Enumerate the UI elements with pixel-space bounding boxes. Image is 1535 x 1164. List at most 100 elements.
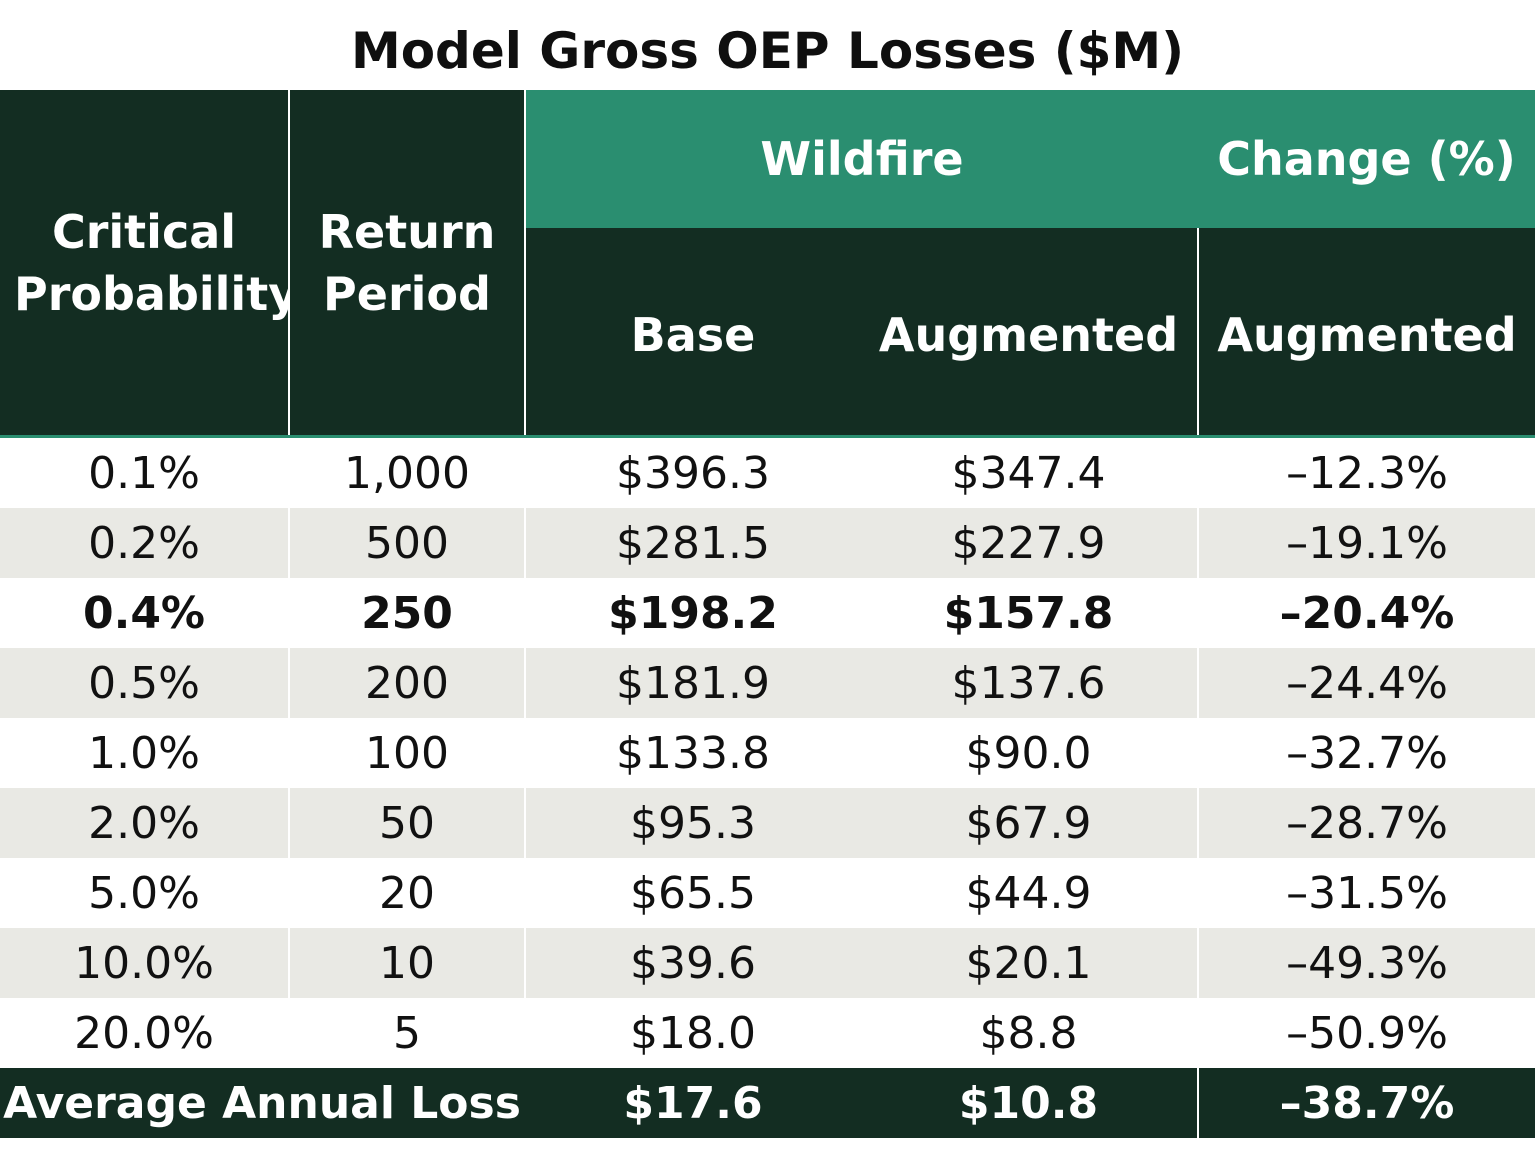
column-divider — [1197, 578, 1199, 648]
table-row — [0, 508, 1535, 578]
cell-critical-probability: 10.0% — [74, 937, 214, 989]
cell-change: –32.7% — [1286, 727, 1448, 779]
cell-return-period: 250 — [361, 587, 453, 639]
cell-augmented: $347.4 — [951, 447, 1106, 499]
cell-augmented: $67.9 — [965, 797, 1092, 849]
cell-return-period: 100 — [365, 727, 449, 779]
column-divider — [1197, 718, 1199, 788]
cell-augmented: $44.9 — [965, 867, 1092, 919]
column-divider — [524, 788, 526, 858]
cell-base: $181.9 — [616, 657, 770, 709]
cell-base: $396.3 — [616, 447, 770, 499]
footer-base: $17.6 — [623, 1077, 763, 1129]
header-return-period-label: Return Period — [318, 205, 496, 321]
cell-change: –50.9% — [1286, 1007, 1448, 1059]
column-divider — [288, 928, 290, 998]
cell-return-period: 10 — [379, 937, 435, 989]
header-sub-base-label: Base — [630, 308, 756, 362]
header-critical-probability: Critical Probability — [0, 90, 299, 436]
table-row — [0, 578, 1535, 648]
header-sub-base: Base — [526, 228, 860, 436]
column-divider — [1197, 858, 1199, 928]
header-group-change: Change (%) — [1198, 90, 1535, 228]
column-divider — [524, 998, 526, 1068]
header-sub-change-augmented: Augmented — [1199, 228, 1535, 436]
header-sub-augmented-label: Augmented — [878, 308, 1179, 362]
column-divider — [288, 718, 290, 788]
footer-augmented: $10.8 — [958, 1077, 1099, 1129]
table-row — [0, 928, 1535, 998]
cell-base: $198.2 — [608, 587, 778, 639]
header-critical-probability-label: Critical Probability — [14, 205, 299, 321]
cell-base: $18.0 — [630, 1007, 756, 1059]
table-row — [0, 788, 1535, 858]
column-divider — [288, 998, 290, 1068]
header-separator — [0, 435, 1535, 438]
column-divider — [1197, 508, 1199, 578]
cell-critical-probability: 5.0% — [88, 867, 200, 919]
cell-return-period: 50 — [379, 797, 435, 849]
cell-augmented: $20.1 — [965, 937, 1092, 989]
table-row — [0, 438, 1535, 508]
column-divider — [288, 508, 290, 578]
cell-critical-probability: 0.1% — [88, 447, 200, 499]
cell-change: –12.3% — [1286, 447, 1448, 499]
column-divider — [288, 858, 290, 928]
footer-label: Average Annual Loss — [3, 1077, 521, 1129]
cell-change: –49.3% — [1286, 937, 1448, 989]
column-divider — [1197, 438, 1199, 508]
cell-change: –19.1% — [1286, 517, 1448, 569]
column-divider — [524, 928, 526, 998]
table-row — [0, 998, 1535, 1068]
cell-change: –24.4% — [1286, 657, 1448, 709]
column-divider — [288, 578, 290, 648]
column-divider — [524, 648, 526, 718]
column-divider — [524, 858, 526, 928]
cell-critical-probability: 0.5% — [88, 657, 200, 709]
table-row — [0, 648, 1535, 718]
cell-base: $281.5 — [616, 517, 770, 569]
column-divider — [1197, 648, 1199, 718]
column-divider — [1197, 998, 1199, 1068]
table-row — [0, 718, 1535, 788]
header-group-wildfire-label: Wildfire — [760, 132, 964, 186]
header-group-change-label: Change (%) — [1217, 132, 1516, 186]
cell-change: –20.4% — [1279, 587, 1455, 639]
cell-return-period: 5 — [393, 1007, 421, 1059]
column-divider — [1197, 788, 1199, 858]
cell-return-period: 200 — [365, 657, 449, 709]
header-sub-augmented: Augmented — [860, 228, 1197, 436]
cell-augmented: $227.9 — [951, 517, 1106, 569]
cell-return-period: 1,000 — [344, 447, 470, 499]
column-divider — [524, 508, 526, 578]
cell-critical-probability: 0.4% — [82, 587, 206, 639]
header-group-wildfire: Wildfire — [526, 90, 1198, 228]
cell-critical-probability: 0.2% — [88, 517, 200, 569]
cell-change: –31.5% — [1286, 867, 1448, 919]
cell-augmented: $8.8 — [979, 1007, 1078, 1059]
cell-augmented: $137.6 — [951, 657, 1106, 709]
footer-row — [0, 1068, 1535, 1138]
cell-base: $95.3 — [630, 797, 756, 849]
footer-change: –38.7% — [1279, 1077, 1455, 1129]
cell-augmented: $90.0 — [965, 727, 1092, 779]
cell-critical-probability: 1.0% — [88, 727, 200, 779]
column-divider — [524, 438, 526, 508]
footer-divider — [1197, 1068, 1199, 1138]
column-divider — [524, 718, 526, 788]
table-title: Model Gross OEP Losses ($M) — [350, 22, 1185, 80]
cell-change: –28.7% — [1286, 797, 1448, 849]
column-divider — [1197, 928, 1199, 998]
cell-base: $39.6 — [630, 937, 756, 989]
header-sub-change-augmented-label: Augmented — [1217, 308, 1517, 362]
column-divider — [288, 438, 290, 508]
cell-base: $65.5 — [630, 867, 756, 919]
cell-base: $133.8 — [616, 727, 770, 779]
column-divider — [288, 788, 290, 858]
column-divider — [288, 648, 290, 718]
table-row — [0, 858, 1535, 928]
column-divider — [524, 578, 526, 648]
header-return-period: Return Period — [290, 90, 524, 436]
cell-augmented: $157.8 — [943, 587, 1114, 639]
cell-return-period: 20 — [379, 867, 435, 919]
